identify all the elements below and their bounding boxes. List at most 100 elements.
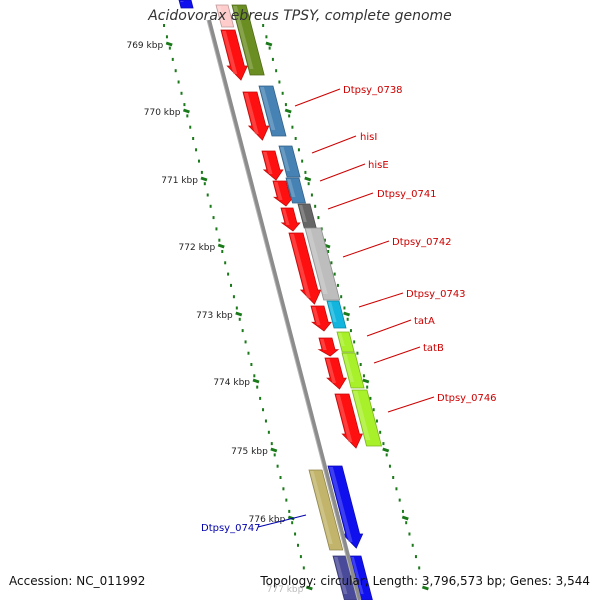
gene-label: tatA bbox=[414, 316, 435, 327]
gene-label-leader bbox=[373, 346, 421, 364]
cog-block-shine bbox=[353, 391, 371, 440]
tick-dot bbox=[232, 295, 235, 299]
tick-dot bbox=[262, 24, 265, 27]
tick-dot bbox=[284, 103, 287, 107]
gene-block-shine bbox=[351, 557, 364, 594]
ruler-label: 773 kbp bbox=[196, 311, 233, 321]
ruler-label: 769 kbp bbox=[126, 41, 163, 51]
tick-dot bbox=[333, 272, 336, 276]
gene-arrow-shine bbox=[326, 359, 337, 383]
major-tick-left bbox=[270, 447, 278, 453]
cog-block-shine bbox=[299, 205, 307, 222]
tick-dot bbox=[320, 227, 323, 231]
gene-block-shine bbox=[334, 557, 348, 594]
tick-dot bbox=[362, 374, 365, 378]
tick-dot bbox=[279, 476, 282, 479]
pseudo-feature-shine bbox=[217, 6, 225, 21]
tick-dot bbox=[304, 170, 307, 174]
gene-arrow-shine bbox=[290, 234, 311, 298]
tick-dot bbox=[253, 374, 256, 378]
tick-dot bbox=[276, 464, 279, 468]
major-tick-left bbox=[217, 243, 225, 249]
tick-dot bbox=[343, 306, 346, 310]
accession-text: Accession: NC_011992 bbox=[9, 574, 146, 588]
tick-dot bbox=[206, 193, 209, 197]
tick-dot bbox=[267, 430, 270, 434]
tick-dot bbox=[346, 317, 349, 321]
tick-dot bbox=[282, 487, 285, 491]
ruler-label: 771 kbp bbox=[161, 176, 198, 186]
tick-dot bbox=[401, 509, 404, 513]
gene-label-leader bbox=[294, 88, 341, 107]
tick-dot bbox=[189, 125, 192, 129]
tick-dot bbox=[375, 419, 378, 423]
tick-dot bbox=[224, 261, 227, 265]
tick-dot bbox=[265, 35, 268, 39]
tick-dot bbox=[392, 476, 395, 479]
tick-dot bbox=[235, 306, 238, 310]
tick-dot bbox=[200, 170, 203, 174]
tick-dot bbox=[297, 148, 300, 152]
backbone-line bbox=[207, 19, 362, 600]
major-tick-right bbox=[265, 41, 273, 47]
gene-arrow-shine bbox=[282, 209, 290, 225]
tick-dot bbox=[359, 363, 362, 366]
tick-dot bbox=[215, 227, 218, 231]
gene-arrow-shine bbox=[320, 339, 327, 350]
tick-dot bbox=[296, 543, 299, 547]
gene-label: Dtpsy_0738 bbox=[343, 85, 403, 96]
cog-block-shine bbox=[280, 147, 291, 171]
tick-dot bbox=[197, 159, 200, 163]
tick-dot bbox=[183, 103, 186, 107]
tick-dot bbox=[307, 182, 310, 186]
gene-label-leader bbox=[358, 292, 404, 308]
major-tick-left bbox=[305, 585, 313, 591]
tick-dot bbox=[247, 351, 250, 355]
tick-dot bbox=[414, 555, 417, 559]
cog-block-shine bbox=[233, 6, 254, 69]
tick-dot bbox=[418, 566, 421, 570]
tick-dot bbox=[212, 216, 215, 220]
tick-dot bbox=[230, 283, 233, 287]
major-tick-right bbox=[401, 515, 409, 521]
tick-dot bbox=[317, 216, 320, 220]
tick-dot bbox=[340, 295, 343, 299]
gene-label-leader bbox=[327, 192, 374, 210]
tick-dot bbox=[301, 159, 304, 163]
gene-label-leader bbox=[366, 319, 412, 337]
tick-dot bbox=[227, 272, 230, 276]
gene-label: Dtpsy_0742 bbox=[392, 237, 452, 248]
major-tick-right bbox=[284, 108, 292, 114]
tick-dot bbox=[285, 498, 288, 502]
cog-block-shine bbox=[310, 471, 333, 544]
tick-dot bbox=[327, 250, 330, 253]
tick-dot bbox=[244, 340, 247, 344]
tick-dot bbox=[275, 69, 278, 73]
tick-dot bbox=[302, 566, 305, 570]
tick-dot bbox=[349, 329, 352, 333]
tick-dot bbox=[168, 46, 171, 50]
tick-dot bbox=[408, 532, 411, 536]
tick-dot bbox=[353, 340, 356, 344]
tick-dot bbox=[203, 182, 206, 186]
tick-dot bbox=[209, 204, 212, 208]
gene-label: Dtpsy_0741 bbox=[377, 189, 437, 200]
gene-arrow-shine bbox=[312, 307, 321, 325]
ruler-label: 774 kbp bbox=[213, 378, 250, 388]
ruler-label: 770 kbp bbox=[144, 108, 181, 118]
tick-dot bbox=[398, 498, 401, 502]
tick-dot bbox=[264, 419, 267, 423]
major-tick-right bbox=[343, 311, 351, 317]
genome-backbone bbox=[206, 19, 362, 600]
cog-block-shine bbox=[260, 87, 276, 130]
tick-dot bbox=[268, 46, 271, 50]
gene-label: Dtpsy_0746 bbox=[437, 393, 497, 404]
tick-dot bbox=[299, 555, 302, 559]
gene-arrow-shine bbox=[263, 152, 273, 174]
major-tick-right bbox=[362, 378, 370, 384]
tick-dot bbox=[366, 385, 369, 389]
gene-arrow-shine bbox=[274, 182, 283, 200]
tick-dot bbox=[294, 532, 297, 536]
tick-dot bbox=[395, 487, 398, 491]
